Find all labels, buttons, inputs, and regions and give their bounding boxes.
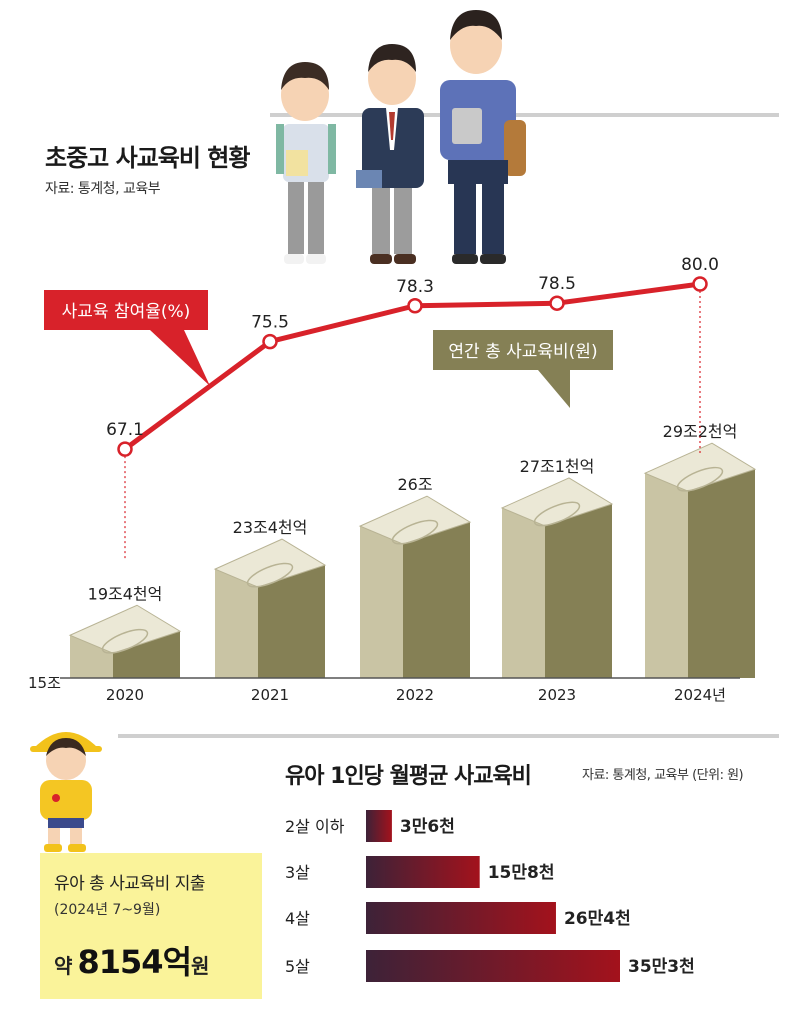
spending-bar-2020: 19조4천억 2020 xyxy=(68,584,182,704)
y-baseline-label: 15조 xyxy=(28,674,61,692)
participation-line: 67.1 75.5 78.3 78.5 80.0 xyxy=(106,255,719,560)
age-label: 5살 xyxy=(285,957,310,976)
bar-value-label: 19조4천억 xyxy=(88,584,163,603)
x-tick-label: 2021 xyxy=(251,686,289,704)
top-divider xyxy=(270,113,779,117)
participation-value-label: 67.1 xyxy=(106,420,144,440)
bar-side-face xyxy=(215,569,258,678)
bottom-title: 유아 1인당 월평균 사교육비 xyxy=(285,764,532,789)
participation-point-2022 xyxy=(407,298,423,314)
participation-point-2020 xyxy=(117,441,133,457)
top-source: 자료: 통계청, 교육부 xyxy=(45,181,161,197)
banknote-emblem xyxy=(391,519,439,545)
money-stack-icon xyxy=(643,442,757,492)
banknote-emblem xyxy=(676,466,724,492)
x-tick-label: 2024년 xyxy=(674,686,726,704)
age-label: 2살 이하 xyxy=(285,817,345,836)
participation-value-label: 78.3 xyxy=(396,277,434,297)
spending-bar-2023: 27조1천억 2023 xyxy=(500,457,614,704)
banknote-emblem xyxy=(533,501,581,527)
bar-front-face xyxy=(403,522,470,678)
bar-side-face xyxy=(502,507,545,678)
preschool-bar xyxy=(366,950,620,982)
money-stack-icon xyxy=(213,538,327,588)
preschool-value-label: 15만8천 xyxy=(488,863,555,883)
x-tick-label: 2023 xyxy=(538,686,576,704)
age-label: 3살 xyxy=(285,863,310,882)
preschool-bar xyxy=(366,810,392,842)
box-unit: 원 xyxy=(191,954,210,978)
bottom-source: 자료: 통계청, 교육부 (단위: 원) xyxy=(582,768,744,783)
bar-front-face xyxy=(545,503,612,678)
box-title: 유아 총 사교육비 지출 xyxy=(54,874,205,894)
child-illustration xyxy=(30,732,102,852)
participation-value-label: 78.5 xyxy=(538,274,576,294)
box-prefix: 약 xyxy=(54,954,73,978)
participation-point-2021 xyxy=(262,333,278,350)
bar-side-face xyxy=(645,473,688,678)
preschool-bar xyxy=(366,856,480,888)
bar-value-label: 23조4천억 xyxy=(233,518,308,537)
money-stack-icon xyxy=(500,477,614,527)
top-title: 초중고 사교육비 현황 xyxy=(45,144,250,172)
bar-front-face xyxy=(113,631,180,678)
x-tick-label: 2022 xyxy=(396,686,434,704)
spending-tag-label: 연간 총 사교육비(원) xyxy=(448,342,597,362)
preschool-value-label: 26만4천 xyxy=(564,909,631,929)
participation-point-2023 xyxy=(549,295,565,311)
banknote-emblem xyxy=(101,628,149,654)
money-stack-icon xyxy=(68,604,182,654)
preschool-total-box: 유아 총 사교육비 지출 (2024년 7~9월) 약 8154억원 xyxy=(40,853,262,999)
preschool-bar xyxy=(366,902,556,934)
preschool-bar-row: 4살 26만4천 xyxy=(285,902,631,934)
banknote-emblem xyxy=(246,562,294,588)
x-tick-label: 2020 xyxy=(106,686,144,704)
bar-side-face xyxy=(70,635,113,678)
spending-bar-2022: 26조 2022 xyxy=(358,475,472,704)
participation-value-label: 75.5 xyxy=(251,313,289,333)
student-illustration-small xyxy=(276,62,336,264)
preschool-bar-row: 5살 35만3천 xyxy=(285,950,695,982)
spending-bar-2021: 23조4천억 2021 xyxy=(213,518,327,704)
preschool-value-label: 35만3천 xyxy=(628,957,695,977)
box-amount-row: 약 8154억원 xyxy=(54,937,209,983)
box-period: (2024년 7~9월) xyxy=(54,902,161,918)
preschool-value-label: 3만6천 xyxy=(400,817,455,837)
bar-front-face xyxy=(688,469,755,678)
participation-value-label: 80.0 xyxy=(681,255,719,275)
box-amount: 8154억 xyxy=(77,943,193,981)
participation-tag-label: 사교육 참여율(%) xyxy=(62,302,191,322)
participation-tag: 사교육 참여율(%) xyxy=(44,290,210,386)
student-illustration-large xyxy=(440,10,526,264)
participation-point-2024년 xyxy=(692,276,708,292)
money-stack-icon xyxy=(358,495,472,545)
age-label: 4살 xyxy=(285,909,310,928)
spending-tag: 연간 총 사교육비(원) xyxy=(433,330,613,408)
preschool-bar-row: 2살 이하 3만6천 xyxy=(285,810,455,842)
bottom-divider xyxy=(118,734,779,738)
preschool-bars: 2살 이하 3만6천 3살 15만8천 4살 26만4천 5살 35만3천 xyxy=(285,810,695,982)
spending-bars: 19조4천억 2020 23조4천억 2021 26조 2022 27조1천억 2023 29조… xyxy=(68,422,757,704)
preschool-bar-row: 3살 15만8천 xyxy=(285,856,554,888)
student-illustration-middle xyxy=(356,44,424,264)
bar-value-label: 26조 xyxy=(397,475,432,494)
bar-front-face xyxy=(258,565,325,678)
bar-value-label: 27조1천억 xyxy=(520,457,595,476)
bar-side-face xyxy=(360,526,403,678)
